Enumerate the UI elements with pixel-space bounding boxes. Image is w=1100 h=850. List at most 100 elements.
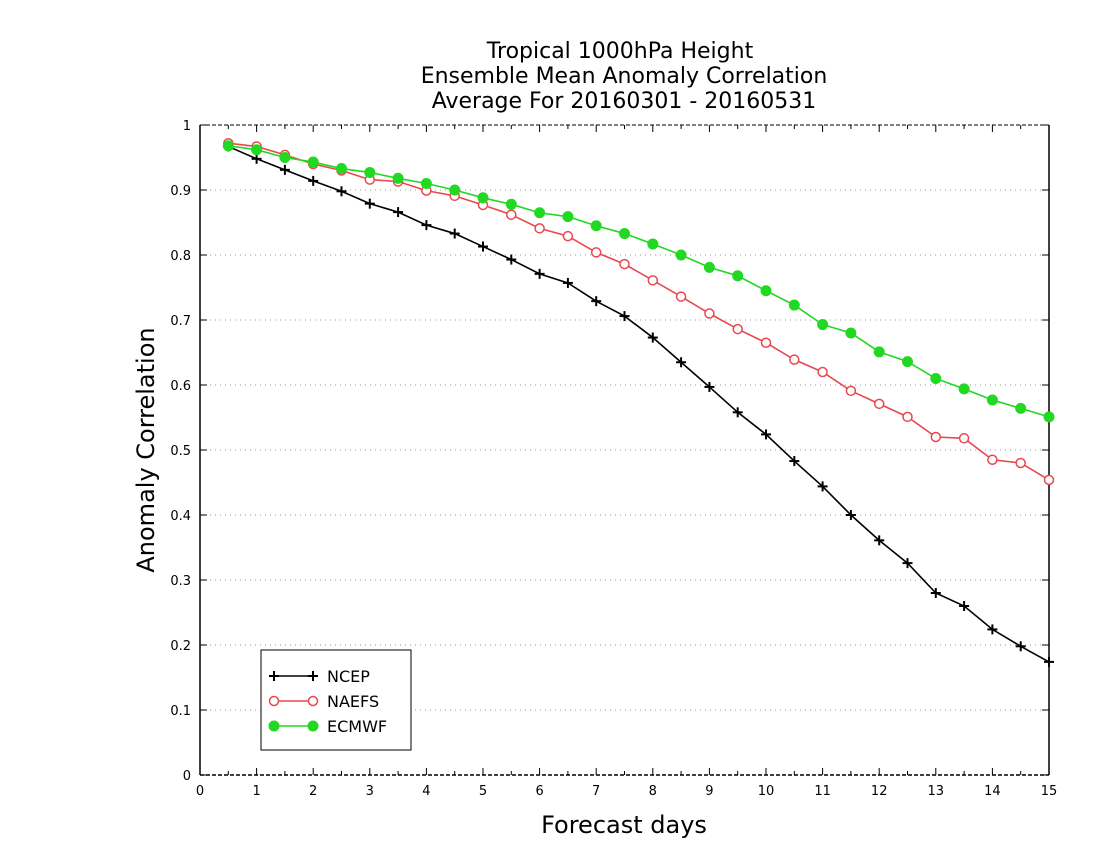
legend-label: NCEP [327,667,370,686]
data-point-ncep [336,186,347,197]
data-point-ecmwf [364,166,376,178]
data-point-naefs [590,247,602,258]
x-tick-label: 8 [649,784,657,799]
data-point-ncep [930,588,941,598]
data-point-naefs [930,431,942,443]
series-line-ncep [227,145,1050,663]
x-tick-label: 4 [422,784,430,799]
x-tick-label: 0 [196,784,204,799]
x-tick-label: 3 [366,784,374,799]
y-tick-label: 0.2 [170,639,191,654]
data-point-ecmwf [675,249,687,261]
data-point-ncep [845,510,856,520]
legend-box [260,649,412,751]
y-axis-ticks: 0 0.1 0.2 0.3 0.4 0.5 0.6 0.7 0.8 0.9 1 [170,119,1049,784]
legend-marker [268,695,280,707]
data-point-ncep [874,535,885,546]
data-point-ecmwf [703,261,715,273]
data-point-naefs [902,411,913,423]
data-point-ecmwf [930,373,942,384]
data-point-ecmwf [222,140,234,152]
data-point-ncep [534,268,545,279]
data-point-ncep [817,481,828,492]
legend-marker [268,720,280,732]
data-point-ecmwf [420,178,432,189]
x-tick-label: 10 [758,784,775,799]
data-point-ecmwf [732,270,744,282]
data-point-naefs [534,223,545,234]
data-point-naefs [675,291,687,302]
data-point-ncep [279,164,290,175]
data-point-naefs [1015,457,1026,469]
series-line-naefs [228,142,1050,481]
data-point-ncep [478,241,488,252]
data-point-naefs [619,258,630,270]
data-point-naefs [817,366,828,378]
data-point-ncep [506,254,517,265]
data-point-ncep [959,601,970,611]
y-axis-label: Anomaly Correlation [132,327,160,572]
series-ncep [223,141,1054,667]
y-tick-label: 0.5 [170,444,191,459]
data-point-naefs [958,433,970,444]
y-tick-label: 0.7 [170,314,191,329]
data-point-ecmwf [307,156,319,168]
legend-label: NAEFS [327,692,379,711]
x-tick-label: 11 [814,784,831,799]
legend-marker [269,671,279,681]
data-point-ecmwf [505,198,517,210]
legend-item-naefs: NAEFS [268,692,379,711]
x-tick-label: 7 [592,784,600,799]
title-line-2: Ensemble Mean Anomaly Correlation [421,64,828,89]
data-point-ncep [449,228,460,239]
data-point-ncep [647,332,658,343]
title-line-3: Average For 20160301 - 20160531 [432,89,817,114]
x-tick-label: 15 [1041,784,1058,799]
y-tick-label: 0.1 [170,704,191,719]
data-point-naefs [873,398,885,410]
data-point-ncep [308,175,319,186]
data-point-naefs [732,323,743,335]
data-point-naefs [704,308,715,319]
x-axis-ticks: 0 1 2 3 4 5 6 7 8 9 10 11 12 13 14 15 [196,125,1057,799]
x-tick-label: 13 [928,784,945,799]
x-tick-label: 9 [705,784,713,799]
data-point-ecmwf [449,184,461,196]
y-tick-label: 0.8 [170,249,191,264]
y-tick-label: 0.6 [170,379,191,394]
data-point-ecmwf [251,144,263,156]
legend-marker [307,695,319,707]
data-point-ecmwf [902,356,913,368]
data-point-naefs [562,230,574,242]
x-tick-label: 5 [479,784,487,799]
series-ecmwf [222,140,1055,423]
data-point-ecmwf [647,238,659,250]
data-point-ecmwf [817,319,829,331]
y-tick-label: 0.4 [170,509,191,524]
x-tick-label: 6 [535,784,543,799]
legend: NCEP NAEFS ECMWF [260,649,412,751]
legend-marker [307,720,319,732]
data-point-ncep [732,407,743,418]
data-point-naefs [789,354,800,365]
x-tick-label: 2 [309,784,317,799]
data-point-ecmwf [760,285,772,297]
data-point-ncep [1044,656,1054,667]
x-tick-label: 1 [252,784,260,799]
y-tick-label: 0 [183,769,191,784]
data-point-ncep [364,198,375,209]
data-point-ecmwf [562,211,574,223]
data-point-ncep [676,357,687,368]
chart-title: Tropical 1000hPa Height Ensemble Mean An… [421,39,828,114]
x-axis-label: Forecast days [541,811,707,839]
series-naefs [223,137,1055,486]
data-point-ncep [761,429,771,440]
y-tick-label: 0.3 [170,574,191,589]
data-point-ecmwf [873,346,885,358]
legend-marker [308,671,318,681]
data-point-ecmwf [336,163,347,175]
data-point-naefs [987,454,998,465]
legend-label: ECMWF [327,717,387,736]
